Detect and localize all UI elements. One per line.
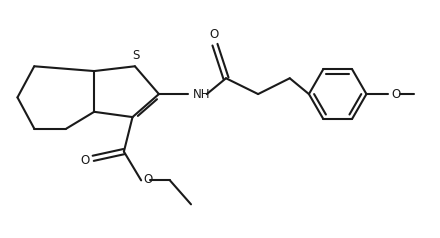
- Text: O: O: [81, 154, 90, 167]
- Text: S: S: [133, 50, 140, 62]
- Text: NH: NH: [192, 88, 210, 101]
- Text: O: O: [209, 28, 218, 41]
- Text: O: O: [391, 88, 400, 101]
- Text: O: O: [143, 173, 153, 186]
